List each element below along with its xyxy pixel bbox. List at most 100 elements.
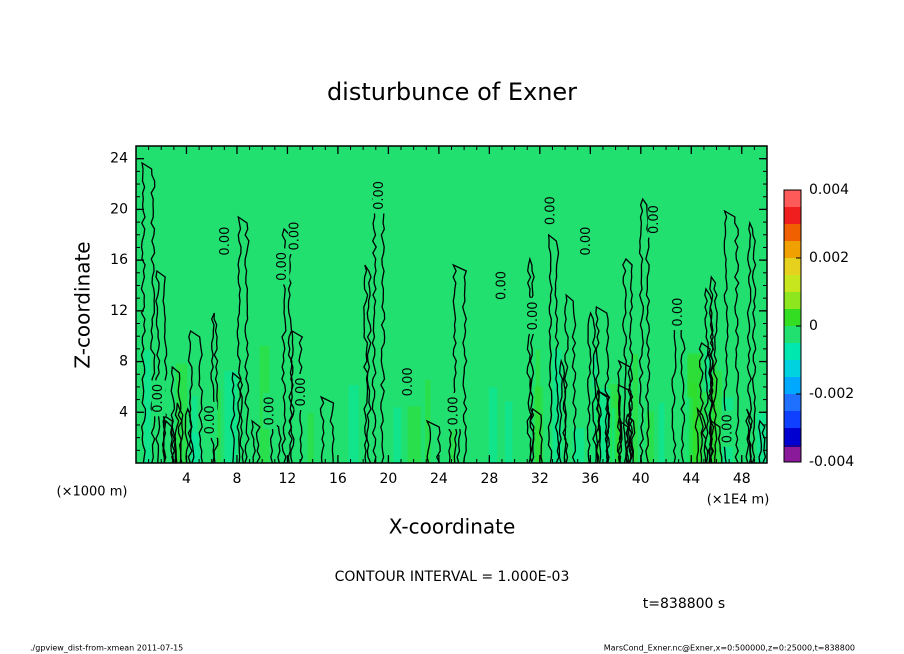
field-patch <box>686 411 695 463</box>
x-tick-label: 20 <box>379 471 397 487</box>
contour-label: 0.00 <box>288 222 303 251</box>
colorbar-cell <box>784 275 801 292</box>
field-patch <box>190 432 201 463</box>
contour-label-bg <box>262 393 277 430</box>
field-patch <box>608 384 620 463</box>
field-patch <box>216 388 221 463</box>
colorbar-cell <box>784 394 801 411</box>
field-patch <box>646 411 655 463</box>
field-patch <box>535 350 540 463</box>
contour-label-bg <box>494 267 509 304</box>
colorbar-cell <box>784 428 801 445</box>
colorbar-cell <box>784 241 801 258</box>
contour-line <box>624 413 636 464</box>
y-axis-label: Z-coordinate <box>71 241 95 368</box>
colorbar-tick-label: 0.002 <box>809 250 849 266</box>
field-patch <box>612 408 617 463</box>
contour-label: 0.00 <box>526 301 541 330</box>
contour-label: 0.00 <box>372 181 387 210</box>
contour-label: 0.00 <box>203 405 218 434</box>
contour-line <box>745 408 753 464</box>
colorbar-cell <box>784 360 801 377</box>
colorbar-cell <box>784 309 801 326</box>
contour-line <box>638 197 651 464</box>
x-tick-label: 8 <box>232 471 241 487</box>
contour-label: 0.00 <box>151 384 166 413</box>
contour-label-bg <box>218 223 233 260</box>
contour-line <box>281 227 293 464</box>
contour-line <box>547 233 560 464</box>
colorbar-cell <box>784 447 801 462</box>
field-patch <box>592 353 598 463</box>
colorbar-tick-label: -0.004 <box>809 454 854 470</box>
field-patch <box>573 428 585 463</box>
footer-left: ./gpview_dist-from-xmean 2011-07-15 <box>30 644 183 653</box>
x-unit: (×1000 m) <box>57 485 128 500</box>
contour-label-bg <box>447 393 462 430</box>
x-tick-label: 40 <box>632 471 650 487</box>
contour-line <box>236 215 250 464</box>
contour-line <box>526 256 535 464</box>
colorbar-cell <box>784 377 801 394</box>
y-tick-label: 12 <box>110 303 128 319</box>
colorbar-cell <box>784 343 801 360</box>
contour-line <box>703 287 714 464</box>
y-tick-label: 8 <box>119 354 128 370</box>
contour-line <box>170 365 183 464</box>
contour-line <box>622 257 634 464</box>
colorbar-tick-label: 0.004 <box>809 182 849 198</box>
y-tick-label: 24 <box>110 151 128 167</box>
field-patch <box>756 413 767 463</box>
field-patch <box>393 407 402 463</box>
contour-line <box>425 419 441 464</box>
x-unit-right: (×1E4 m) <box>707 493 770 508</box>
field-patch <box>224 371 238 463</box>
field-patch <box>348 385 359 463</box>
contour-line <box>746 220 757 464</box>
colorbar-cell <box>784 326 801 343</box>
field-patch <box>307 412 314 463</box>
chart-title: disturbunce of Exner <box>327 78 577 106</box>
field-patch <box>534 386 544 463</box>
field-patch <box>450 430 456 463</box>
colorbar-cell <box>784 190 801 207</box>
field-patch <box>686 397 693 463</box>
contour-line <box>595 305 610 464</box>
contour-line <box>758 419 767 464</box>
contour-label: 0.00 <box>647 205 662 234</box>
contour-line <box>289 329 304 464</box>
contour-label: 0.00 <box>671 298 686 327</box>
contour-label-bg <box>720 410 735 447</box>
y-tick-label: 16 <box>110 252 128 268</box>
contour-line <box>563 293 577 464</box>
field-patch <box>689 382 698 463</box>
field-patch <box>658 403 665 463</box>
contour-label-bg <box>647 201 662 238</box>
time-label: t=838800 s <box>643 596 725 612</box>
contour-line <box>723 209 740 464</box>
x-tick-label: 4 <box>182 471 191 487</box>
field-patch <box>488 387 498 463</box>
x-tick-label: 32 <box>531 471 549 487</box>
field-patch <box>599 388 611 463</box>
contour-line <box>162 419 176 464</box>
contour-label-bg <box>544 192 559 229</box>
y-tick-label: 4 <box>119 404 128 420</box>
contour-line <box>363 264 372 464</box>
x-tick-label: 44 <box>682 471 700 487</box>
field-patch <box>407 406 421 463</box>
contour-label-bg <box>671 294 686 331</box>
field-patch <box>504 401 513 463</box>
contour-label-bg <box>526 297 541 334</box>
x-tick-label: 12 <box>279 471 297 487</box>
field-patch <box>614 395 621 463</box>
colorbar-tick-label: -0.002 <box>809 386 854 402</box>
colorbar-cell <box>784 292 801 309</box>
contour-label: 0.00 <box>720 414 735 443</box>
colorbar-cell <box>784 224 801 241</box>
colorbar-tick-label: 0 <box>809 318 818 334</box>
field-patch <box>703 428 711 463</box>
contour-interval: CONTOUR INTERVAL = 1.000E-03 <box>335 569 570 585</box>
contour-label: 0.00 <box>262 397 277 426</box>
field-patch <box>711 371 723 463</box>
